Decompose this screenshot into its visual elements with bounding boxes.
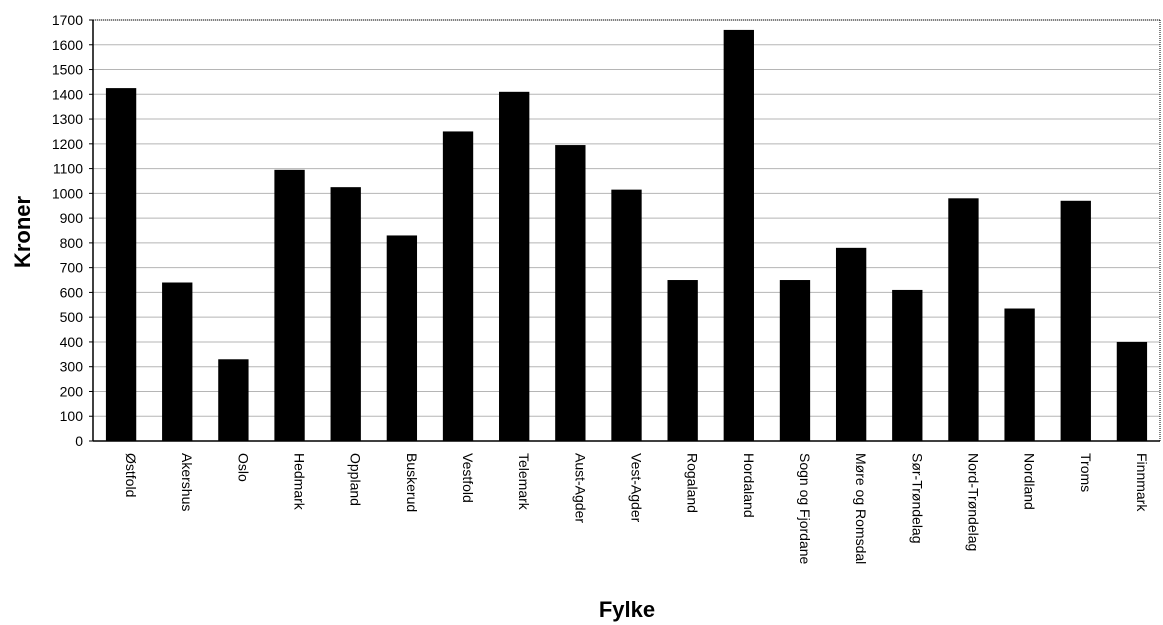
bar-0 xyxy=(105,88,137,442)
x-tick-label: Møre og Romsdal xyxy=(853,453,869,564)
x-tick-label: Akershus xyxy=(179,453,195,511)
bar-13 xyxy=(835,247,867,441)
x-tick-label: Finnmark xyxy=(1134,453,1150,512)
x-tick-label: Aust-Agder xyxy=(572,453,588,523)
y-tick-label: 1200 xyxy=(52,136,83,152)
y-tick-label: 400 xyxy=(60,334,84,350)
y-tick-label: 300 xyxy=(60,359,84,375)
bar-17 xyxy=(1060,200,1091,441)
y-tick-label: 900 xyxy=(60,210,84,226)
y-tick-label: 0 xyxy=(75,433,83,449)
bar-3 xyxy=(274,169,305,441)
y-tick-label: 600 xyxy=(60,284,84,300)
bar-8 xyxy=(555,145,586,441)
bar-15 xyxy=(948,198,979,441)
y-tick-label: 1500 xyxy=(52,62,83,78)
y-tick-label: 1400 xyxy=(52,86,83,102)
y-tick-labels: 0 100 200 300 400 500 600 700 800 900 1000 1100 1200… xyxy=(52,12,93,449)
x-tick-label: Hordaland xyxy=(741,453,757,518)
y-tick-label: 200 xyxy=(60,383,84,399)
bar-1 xyxy=(162,282,193,441)
bar-7 xyxy=(499,91,530,441)
y-tick-label: 700 xyxy=(60,260,84,276)
axes xyxy=(92,19,1161,442)
bar-10 xyxy=(667,280,698,441)
bar-2 xyxy=(218,359,249,441)
x-tick-label: Telemark xyxy=(516,453,532,511)
bar-12 xyxy=(779,280,811,441)
x-tick-label: Troms xyxy=(1078,453,1094,492)
y-tick-label: 1600 xyxy=(52,37,83,53)
bar-11 xyxy=(723,29,754,441)
y-tick-label: 1700 xyxy=(52,12,83,28)
bar-6 xyxy=(442,131,474,442)
x-tick-label: Vest-Agder xyxy=(629,453,645,523)
y-axis-title: Kroner xyxy=(10,196,35,269)
x-tick-label: Østfold xyxy=(123,453,139,497)
x-tick-label: Hedmark xyxy=(292,453,308,511)
bar-14 xyxy=(892,289,923,441)
bar-18 xyxy=(1116,341,1148,441)
bar-4 xyxy=(330,187,361,441)
bar-16 xyxy=(1004,308,1035,441)
x-tick-label: Nordland xyxy=(1022,453,1038,510)
x-tick-label: Nord-Trøndelag xyxy=(965,453,981,551)
y-tick-label: 100 xyxy=(60,408,84,424)
x-tick-label: Rogaland xyxy=(685,453,701,513)
y-tick-label: 1300 xyxy=(52,111,83,127)
x-tick-labels: Østfold Akershus Oslo Hedmark Oppland Buskeru… xyxy=(123,453,1150,565)
y-tick-label: 800 xyxy=(60,235,84,251)
bars xyxy=(105,29,1148,442)
y-tick-label: 500 xyxy=(60,309,84,325)
y-tick-label: 1100 xyxy=(53,161,83,177)
bar-9 xyxy=(611,189,642,441)
x-tick-label: Buskerud xyxy=(404,453,420,512)
x-axis-title: Fylke xyxy=(599,597,655,622)
x-tick-label: Sogn og Fjordane xyxy=(797,453,813,565)
x-tick-label: Vestfold xyxy=(460,453,476,503)
x-tick-label: Oppland xyxy=(348,453,364,506)
x-tick-label: Oslo xyxy=(235,453,251,482)
x-tick-label: Sør-Trøndelag xyxy=(909,453,925,544)
bar-5 xyxy=(386,235,418,441)
y-tick-label: 1000 xyxy=(52,185,83,201)
